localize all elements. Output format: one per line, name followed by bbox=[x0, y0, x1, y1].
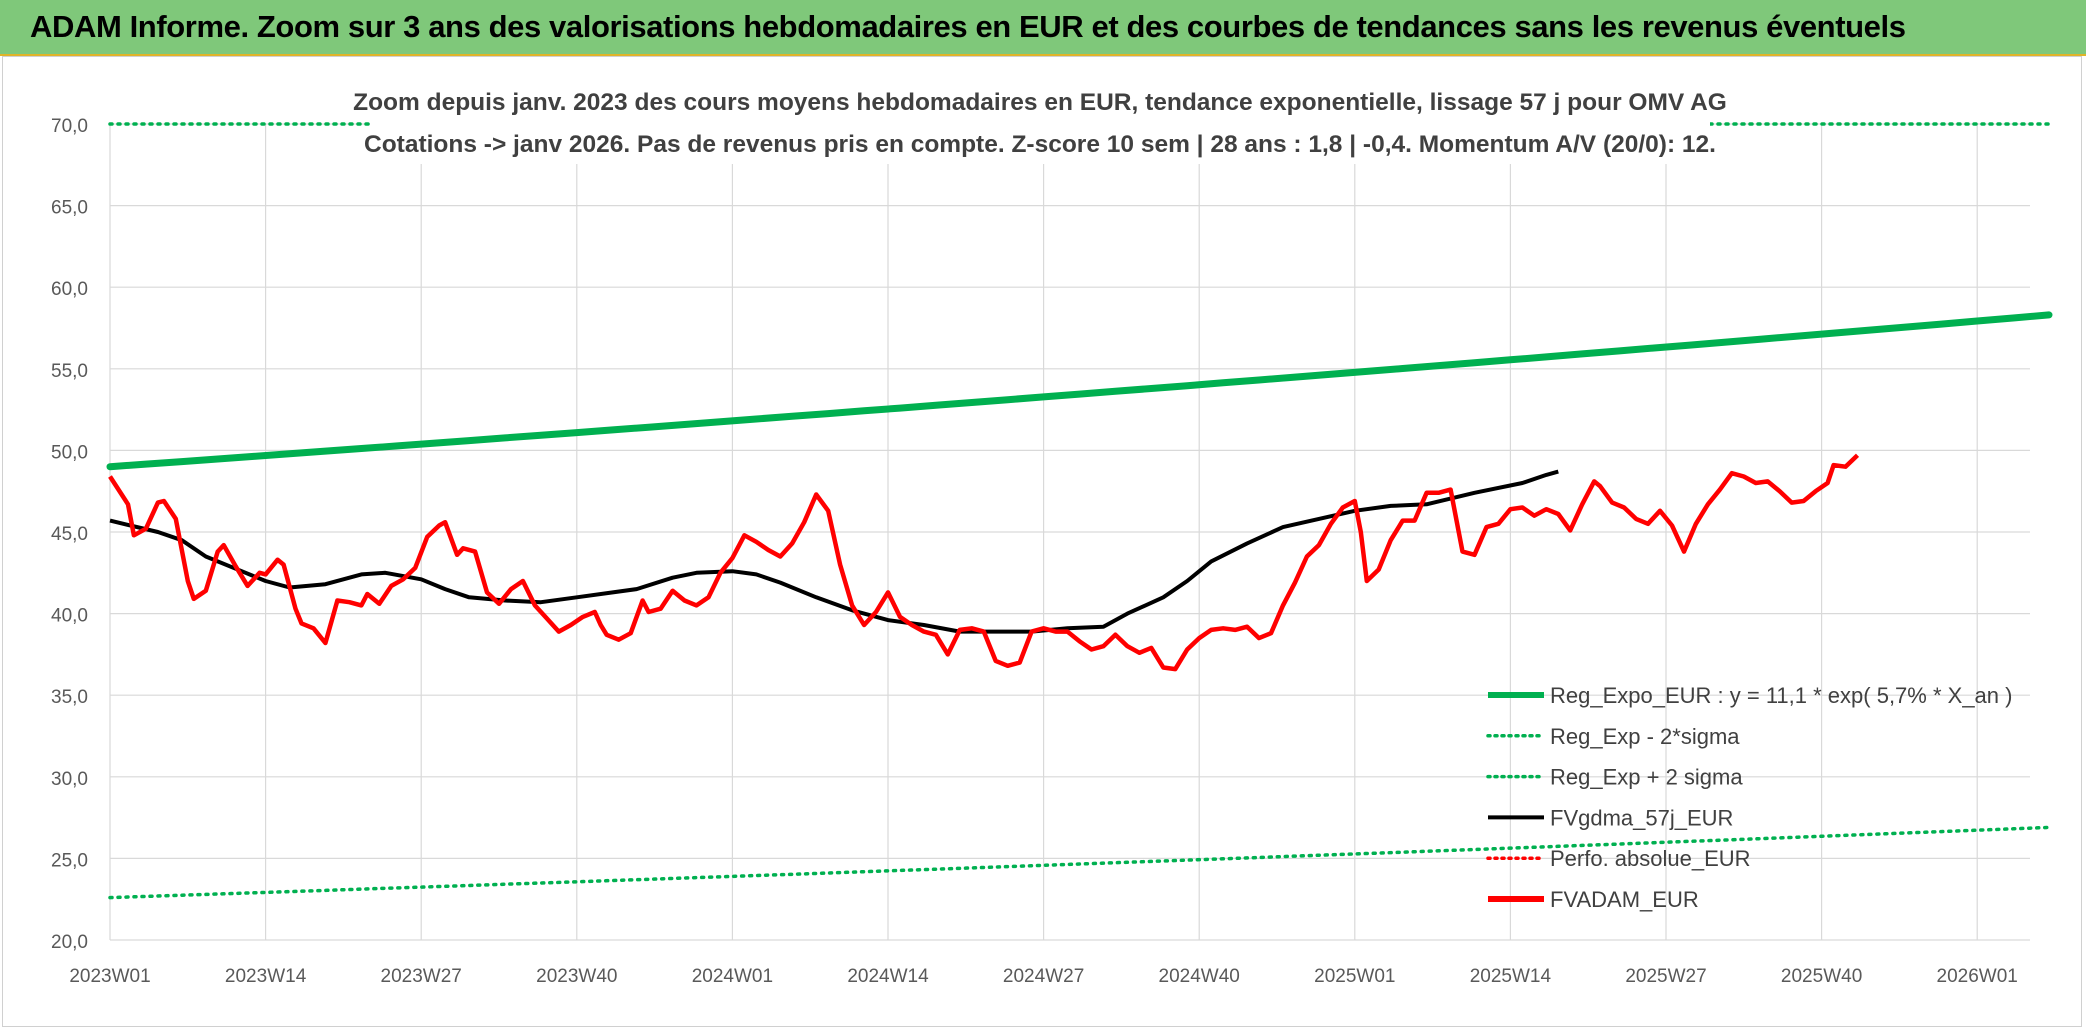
report-title: ADAM Informe. Zoom sur 3 ans des valoris… bbox=[30, 9, 1906, 44]
legend-entry: Reg_Exp - 2*sigma bbox=[1486, 724, 1740, 749]
y-tick-label: 30,0 bbox=[51, 769, 88, 790]
title-backdrop bbox=[370, 82, 1710, 164]
chart-title-line2: Cotations -> janv 2026. Pas de revenus p… bbox=[364, 131, 1716, 158]
legend-label: FVADAM_EUR bbox=[1550, 887, 1699, 912]
y-tick-label: 65,0 bbox=[51, 198, 88, 219]
x-tick-label: 2023W14 bbox=[225, 966, 307, 987]
y-tick-label: 50,0 bbox=[51, 442, 88, 463]
x-tick-label: 2023W01 bbox=[69, 966, 150, 987]
legend-label: Reg_Expo_EUR : y = 11,1 * exp( 5,7% * X_… bbox=[1550, 683, 2012, 708]
x-tick-label: 2024W40 bbox=[1159, 966, 1240, 987]
chart-frame bbox=[2, 56, 2082, 1027]
series-line-fvadam bbox=[108, 453, 1860, 672]
x-tick-label: 2025W01 bbox=[1314, 966, 1395, 987]
y-tick-label: 45,0 bbox=[51, 524, 88, 545]
chart-legend: Reg_Expo_EUR : y = 11,1 * exp( 5,7% * X_… bbox=[1486, 683, 2012, 912]
y-tick-label: 70,0 bbox=[51, 116, 88, 137]
legend-entry: FVgdma_57j_EUR bbox=[1488, 805, 1733, 830]
x-axis-labels: 2023W01 2023W14 2023W27 2023W40 2024W01 2024W… bbox=[69, 966, 2018, 987]
chart-title-line1: Zoom depuis janv. 2023 des cours moyens … bbox=[353, 89, 1727, 116]
series-line-fvgdma bbox=[109, 469, 1559, 634]
legend-entry: Reg_Exp + 2 sigma bbox=[1486, 765, 1743, 790]
x-tick-label: 2023W27 bbox=[381, 966, 462, 987]
series-line-reg-expo bbox=[106, 311, 2053, 471]
x-tick-label: 2025W14 bbox=[1470, 966, 1552, 987]
x-tick-label: 2024W14 bbox=[847, 966, 929, 987]
x-tick-label: 2025W27 bbox=[1625, 966, 1706, 987]
y-tick-label: 55,0 bbox=[51, 361, 88, 382]
report-banner: ADAM Informe. Zoom sur 3 ans des valoris… bbox=[0, 0, 2086, 56]
x-tick-label: 2024W01 bbox=[692, 966, 773, 987]
x-tick-label: 2023W40 bbox=[536, 966, 617, 987]
series-line-reg-exp-minus-2sigma bbox=[108, 825, 2051, 900]
legend-label: Perfo. absolue_EUR bbox=[1550, 846, 1751, 871]
y-tick-label: 25,0 bbox=[51, 850, 88, 871]
legend-label: FVgdma_57j_EUR bbox=[1550, 805, 1733, 830]
x-tick-label: 2026W01 bbox=[1937, 966, 2018, 987]
legend-label: Reg_Exp + 2 sigma bbox=[1550, 765, 1743, 790]
legend-label: Reg_Exp - 2*sigma bbox=[1550, 724, 1740, 749]
legend-entry: FVADAM_EUR bbox=[1488, 887, 1699, 912]
y-axis-labels: 20,0 25,0 30,0 35,0 40,0 45,0 50,0 55,0 60,0 65,0… bbox=[51, 116, 88, 953]
legend-entry: Perfo. absolue_EUR bbox=[1486, 846, 1751, 871]
y-tick-label: 35,0 bbox=[51, 687, 88, 708]
y-tick-label: 60,0 bbox=[51, 279, 88, 300]
y-tick-label: 20,0 bbox=[51, 932, 88, 953]
x-tick-label: 2024W27 bbox=[1003, 966, 1084, 987]
chart-series bbox=[106, 122, 2053, 900]
x-tick-label: 2025W40 bbox=[1781, 966, 1862, 987]
legend-entry: Reg_Expo_EUR : y = 11,1 * exp( 5,7% * X_… bbox=[1488, 683, 2012, 708]
chart-grid bbox=[109, 123, 2030, 941]
y-tick-label: 40,0 bbox=[51, 606, 88, 627]
